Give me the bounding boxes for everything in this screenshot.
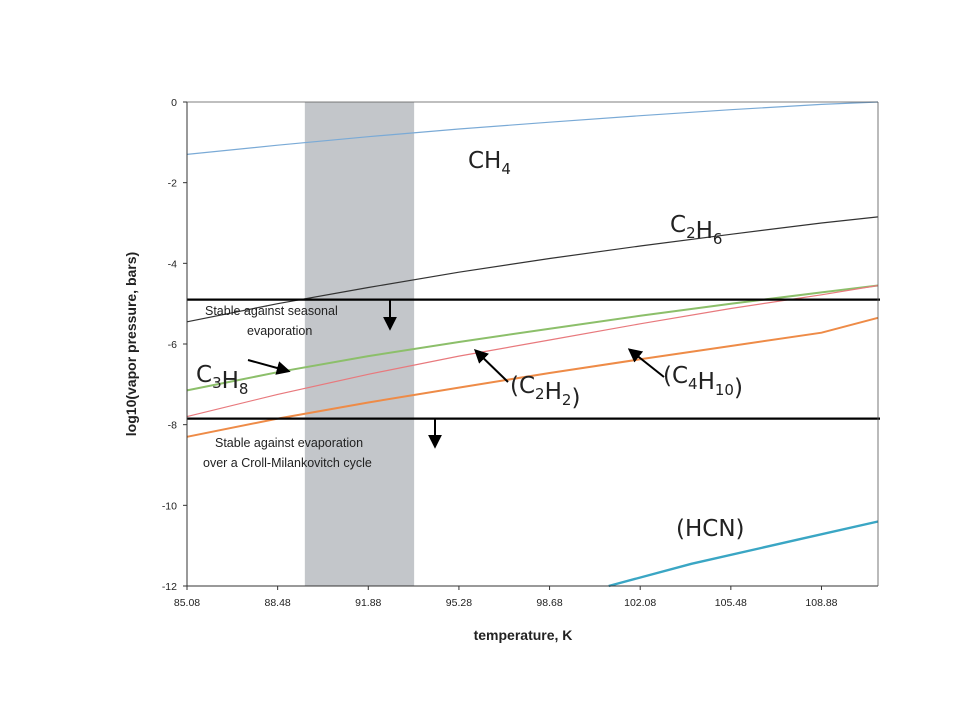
threshold-note-line: evaporation (247, 324, 312, 338)
axes (186, 101, 879, 587)
species-labels: CH4 C2H6 C3H8 (C2H2) (C4H10) (HCN) (196, 148, 745, 542)
annotation-arrow (473, 349, 509, 383)
shaded-temperature-band (304, 102, 415, 586)
y-tick-label: -4 (168, 258, 177, 270)
x-tick-label: 98.68 (536, 597, 562, 609)
threshold-lines: Stable against seasonal evaporation Stable… (187, 298, 880, 470)
series-line-c4h10 (186, 316, 879, 438)
annotation-arrow (627, 348, 665, 378)
y-tick-label: -8 (168, 420, 177, 432)
series-line-ch4 (186, 101, 879, 155)
species-label-c2h6: C2H6 (670, 212, 722, 248)
series-lines (186, 101, 879, 588)
x-tick-label: 91.88 (355, 597, 381, 609)
x-tick-label: 105.48 (715, 597, 747, 609)
x-tick-label: 88.48 (264, 597, 290, 609)
x-tick-label: 95.28 (446, 597, 472, 609)
y-tick-label: -6 (168, 339, 177, 351)
species-label-c3h8: C3H8 (196, 362, 248, 398)
y-tick-label: -10 (162, 500, 177, 512)
annotation-arrow (247, 359, 291, 375)
annotation-arrows (247, 300, 665, 449)
y-tick-label: 0 (171, 97, 177, 109)
threshold-note-line: Stable against evaporation (215, 436, 363, 450)
tick-labels: 85.08 88.48 91.88 95.28 98.68 102.08 105.48 108… (162, 97, 838, 609)
y-tick-label: -2 (168, 178, 177, 190)
series-line-hcn (608, 520, 879, 588)
species-label-c4h10: (C4H10) (663, 363, 743, 401)
series-line-c2h6 (186, 216, 879, 323)
species-label-hcn: (HCN) (676, 516, 745, 542)
species-label-ch4: CH4 (468, 148, 511, 178)
x-axis-title: temperature, K (474, 627, 573, 643)
y-tick-label: -12 (162, 581, 177, 593)
species-label-c2h2: (C2H2) (510, 373, 580, 411)
series-line-c3h8 (186, 284, 879, 392)
y-axis-title: log10(vapor pressure, bars) (123, 252, 139, 436)
x-tick-label: 85.08 (174, 597, 200, 609)
threshold-note-line: Stable against seasonal (205, 304, 338, 318)
x-tick-label: 102.08 (624, 597, 656, 609)
x-tick-label: 108.88 (805, 597, 837, 609)
threshold-note-line: over a Croll-Milankovitch cycle (203, 456, 372, 470)
